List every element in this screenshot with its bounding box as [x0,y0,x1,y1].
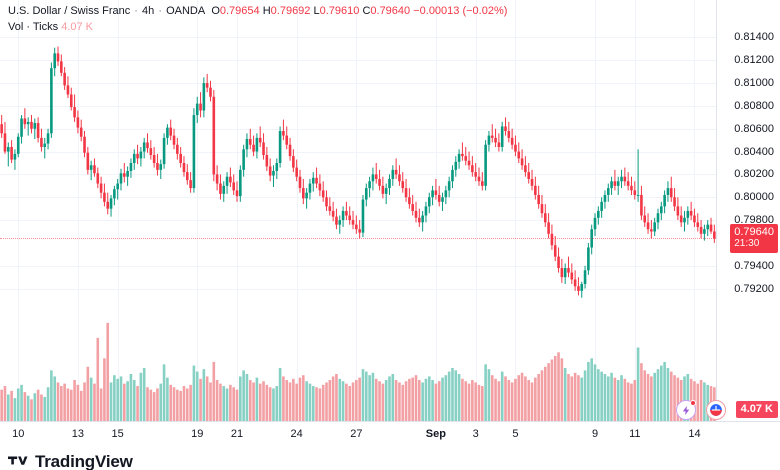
ohlc-close-label: C [362,5,371,17]
gridline-vertical [197,0,199,421]
tradingview-logo[interactable]: TradingView [8,452,133,470]
gridline-vertical [296,0,298,421]
gridline-horizontal [0,265,716,267]
gridline-vertical [694,0,696,421]
gridline-horizontal [0,151,716,153]
chart-legend: U.S. Dollar / Swiss Franc · 4h · OANDA O… [8,4,507,34]
gridline-horizontal [0,288,716,290]
ohlc-low: L0.79610 [313,5,359,17]
gridline-vertical [356,0,358,421]
gridline-vertical [515,0,517,421]
ohlc-open-label: O [211,5,220,17]
time-axis[interactable]: 10 13 15 19 21 24 27 Sep 3 5 9 11 14 [0,421,780,447]
gridline-vertical [237,0,238,421]
time-axis-tick: 5 [512,428,519,440]
ohlc-low-label: L [313,5,320,17]
symbol-title[interactable]: U.S. Dollar / Swiss Franc [8,5,131,17]
ohlc-close-value: 0.79640 [370,5,411,17]
gridline-vertical [117,0,119,421]
ohlc-open-value: 0.79654 [219,5,260,17]
legend-sep-1: · [131,5,142,17]
time-axis-tick: 21 [230,428,244,440]
current-price-line [0,238,716,240]
ohlc-low-value: 0.79610 [319,5,360,17]
gridline-vertical [475,0,477,421]
price-axis-tick: 0.80200 [734,168,774,181]
alert-lightning-button[interactable] [676,400,696,420]
countdown-clock-button[interactable] [706,400,726,420]
gridline-horizontal [0,174,716,176]
gridline-horizontal [0,105,716,107]
time-axis-tick: 27 [350,428,363,440]
clock-icon [710,404,722,416]
price-axis-tick: 0.80000 [734,191,774,204]
price-axis-tick: 0.79200 [734,282,774,295]
candlestick-and-volume-series [0,46,716,421]
price-axis[interactable]: 0.81400 0.81200 0.81000 0.80800 0.80600 0.804… [716,0,780,421]
legend-sep-2: · [155,5,166,17]
gridline-horizontal [0,37,716,39]
volume-value-tag: 4.07 K [735,401,778,418]
tradingview-wordmark: TradingView [35,452,133,470]
tradingview-logo-icon [8,456,28,465]
symbol-legend-row[interactable]: U.S. Dollar / Swiss Franc · 4h · OANDA O… [8,4,507,18]
price-axis-tick: 0.81000 [734,77,774,90]
change-absolute: −0.00013 [413,5,460,17]
gridline-vertical [18,0,20,421]
price-axis-tick: 0.81400 [734,31,774,44]
time-axis-tick: 14 [688,428,701,440]
change-percent: (−0.02%) [462,5,508,17]
ohlc-close: C0.79640 [362,5,410,17]
gridline-horizontal [0,220,716,222]
exchange-label[interactable]: OANDA [166,5,206,17]
current-price-value: 0.79640 [734,226,774,239]
alert-notification-dot [690,400,696,406]
gridline-horizontal [0,128,716,130]
price-axis-tick: 0.80600 [734,122,774,135]
ohlc-open: O0.79654 [211,5,259,17]
time-axis-tick: 9 [591,428,599,440]
gridline-horizontal [0,83,716,85]
lightning-bolt-icon [682,405,689,415]
time-axis-tick: 13 [71,428,85,440]
volume-legend-row[interactable]: Vol · Ticks 4.07 K [8,20,507,34]
time-axis-tick: 19 [191,428,204,440]
volume-value: 4.07 K [61,21,93,33]
gridline-horizontal [0,60,716,62]
gridline-vertical [77,0,79,421]
current-price-time: 21:30 [734,238,760,250]
time-axis-tick: 11 [629,428,641,440]
price-axis-tick: 0.81200 [734,54,774,67]
gridline-vertical [595,0,596,421]
time-axis-tick: 24 [290,428,303,440]
price-axis-tick: 0.79400 [734,259,774,272]
time-axis-tick: 10 [12,428,25,440]
gridline-vertical [435,0,437,421]
price-axis-tick: 0.80400 [734,145,774,158]
gridline-horizontal [0,197,716,199]
time-axis-tick: Sep [425,428,446,440]
gridline-vertical [634,0,636,421]
chart-plot-area[interactable] [0,0,716,421]
time-axis-tick: 3 [472,428,479,440]
ohlc-high-value: 0.79692 [270,5,311,17]
interval-label[interactable]: 4h [142,5,155,17]
ohlc-high: H0.79692 [263,5,311,17]
price-axis-tick: 0.80800 [734,99,774,112]
time-axis-tick: 15 [111,428,124,440]
volume-study-title[interactable]: Vol · Ticks [8,21,59,33]
price-axis-tick: 0.79800 [734,214,774,227]
ohlc-high-label: H [262,5,271,17]
current-price-tag: 0.79640 21:30 [730,224,778,254]
